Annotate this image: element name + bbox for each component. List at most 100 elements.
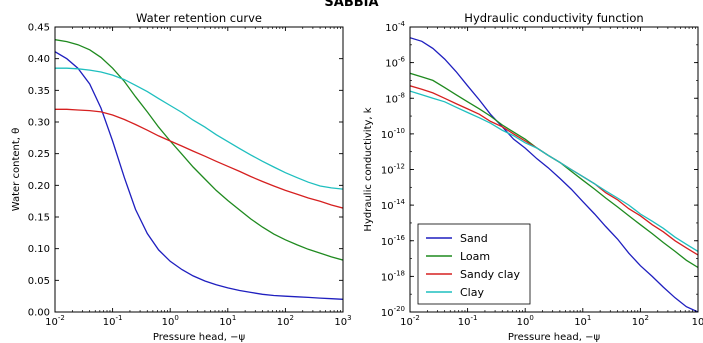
x-tick-label: 10-2	[45, 314, 65, 328]
x-axis-label: Pressure head, −ψ	[508, 332, 601, 343]
y-tick-label-base: 10	[385, 59, 398, 70]
figure-suptitle: SABBIA	[324, 0, 378, 10]
y-tick-label: 0.10	[28, 244, 50, 255]
x-tick-label-base: 10	[334, 317, 347, 328]
x-tick-label: 101	[574, 314, 591, 328]
y-tick-label: 10-8	[385, 91, 405, 105]
y-tick-label-base: 10	[381, 237, 394, 248]
x-tick-label: 10-2	[400, 314, 420, 328]
x-tick-label-base: 10	[400, 317, 413, 328]
x-tick-label-exponent: 0	[174, 314, 178, 322]
y-tick-label-exponent: -20	[394, 305, 405, 313]
y-tick-label-exponent: -18	[394, 269, 405, 277]
y-tick-label: 0.25	[28, 149, 50, 160]
x-tick-label-exponent: 1	[232, 314, 236, 322]
x-tick-label-exponent: 3	[347, 314, 351, 322]
x-tick-label: 102	[277, 314, 294, 328]
x-tick-label: 100	[517, 314, 534, 328]
series-line-sandy-clay	[55, 108, 343, 209]
x-tick-label: 10-1	[458, 314, 478, 328]
y-tick-label: 10-16	[381, 234, 406, 248]
x-tick-label: 103	[334, 314, 351, 328]
x-tick-label-exponent: 1	[587, 314, 591, 322]
chart-title: Hydraulic conductivity function	[464, 11, 643, 25]
x-tick-label-exponent: -2	[58, 314, 65, 322]
legend-label: Clay	[460, 286, 484, 299]
y-axis: 0.00 0.05 0.10 0.15 0.20 0.25 0.30 0.35 0.40 0.45	[28, 23, 343, 319]
y-tick-label-exponent: -8	[398, 91, 405, 99]
y-tick-label-base: 10	[381, 130, 394, 141]
y-tick-label: 0.15	[28, 213, 50, 224]
x-tick-label-exponent: 2	[290, 314, 294, 322]
x-tick-label-exponent: -1	[115, 314, 122, 322]
x-tick-label-base: 10	[103, 317, 116, 328]
y-axis-label: Water content, θ	[11, 128, 22, 212]
y-tick-label-base: 10	[381, 201, 394, 212]
x-tick-label-base: 10	[219, 317, 232, 328]
y-tick-label-exponent: -6	[398, 56, 406, 64]
series-lines	[55, 39, 343, 300]
y-tick-label-exponent: -14	[394, 198, 406, 206]
y-tick-label-base: 10	[385, 94, 398, 105]
y-tick-label-exponent: -10	[394, 127, 405, 135]
series-line-clay	[410, 90, 698, 252]
series-line-clay	[55, 67, 343, 190]
water-retention-chart: 10-2 10-1 100 101 102 1030.000.050.100.150.20…	[11, 11, 352, 343]
y-tick-label-base: 10	[381, 272, 394, 283]
chart-title: Water retention curve	[136, 11, 262, 25]
x-tick-label: 100	[162, 314, 179, 328]
x-tick-label: 10-1	[103, 314, 123, 328]
x-tick-label-base: 10	[458, 317, 471, 328]
series-lines	[410, 37, 698, 312]
x-tick-label: 10	[692, 317, 703, 328]
y-tick-label: 10-12	[381, 163, 405, 177]
x-tick-label-exponent: -1	[470, 314, 477, 322]
legend-label: Sandy clay	[460, 268, 521, 281]
y-tick-label-exponent: -16	[394, 234, 406, 242]
x-tick-label-base: 10	[45, 317, 58, 328]
x-axis: 10-2 10-1 100 101 102 103	[45, 27, 352, 328]
series-line-sand	[55, 51, 343, 300]
y-tick-label: 0.40	[28, 54, 50, 65]
x-tick-label-exponent: 2	[645, 314, 649, 322]
y-tick-label: 10-6	[385, 56, 405, 70]
y-tick-label: 10-4	[385, 20, 405, 34]
x-tick-label-base: 10	[632, 317, 645, 328]
x-tick-label-exponent: -2	[413, 314, 420, 322]
legend-label: Sand	[460, 232, 488, 245]
x-tick-label-base: 10	[574, 317, 587, 328]
series-line-sand	[410, 37, 698, 312]
y-tick-label: 10-14	[381, 198, 406, 212]
legend-label: Loam	[460, 250, 490, 263]
y-tick-label: 10-20	[381, 305, 405, 319]
x-tick-label: 102	[632, 314, 649, 328]
y-tick-label-exponent: -12	[394, 163, 405, 171]
x-tick-label-base: 10	[692, 317, 703, 328]
y-tick-label: 0.20	[28, 181, 50, 192]
y-axis: 10-2010-1810-1610-1410-1210-1010-810-610…	[381, 20, 698, 319]
y-tick-label-base: 10	[381, 308, 394, 319]
x-tick-label-base: 10	[517, 317, 530, 328]
y-tick-label: 0.05	[28, 276, 50, 287]
y-tick-label: 0.30	[28, 118, 50, 129]
x-tick-label: 101	[219, 314, 236, 328]
y-tick-label: 0.00	[28, 308, 50, 319]
y-tick-label: 0.35	[28, 86, 50, 97]
y-tick-label: 0.45	[28, 23, 50, 34]
hydraulic-conductivity-chart: 10-2 10-1 100 101 102 1010-2010-1810-1610-141…	[363, 11, 703, 343]
x-tick-label-base: 10	[277, 317, 290, 328]
y-tick-label-base: 10	[381, 166, 394, 177]
y-tick-label: 10-18	[381, 269, 405, 283]
legend: Sand Loam Sandy clay Clay	[417, 223, 531, 305]
y-tick-label-base: 10	[385, 23, 398, 34]
series-line-loam	[55, 39, 343, 261]
plot-frame	[54, 26, 344, 313]
y-tick-label: 10-10	[381, 127, 405, 141]
y-axis-label: Hydraulic conductivity, k	[363, 107, 374, 231]
x-axis: 10-2 10-1 100 101 102 10	[400, 27, 703, 328]
y-tick-label-exponent: -4	[398, 20, 406, 28]
x-axis-label: Pressure head, −ψ	[153, 332, 246, 343]
x-tick-label-exponent: 0	[529, 314, 533, 322]
x-tick-label-base: 10	[162, 317, 175, 328]
